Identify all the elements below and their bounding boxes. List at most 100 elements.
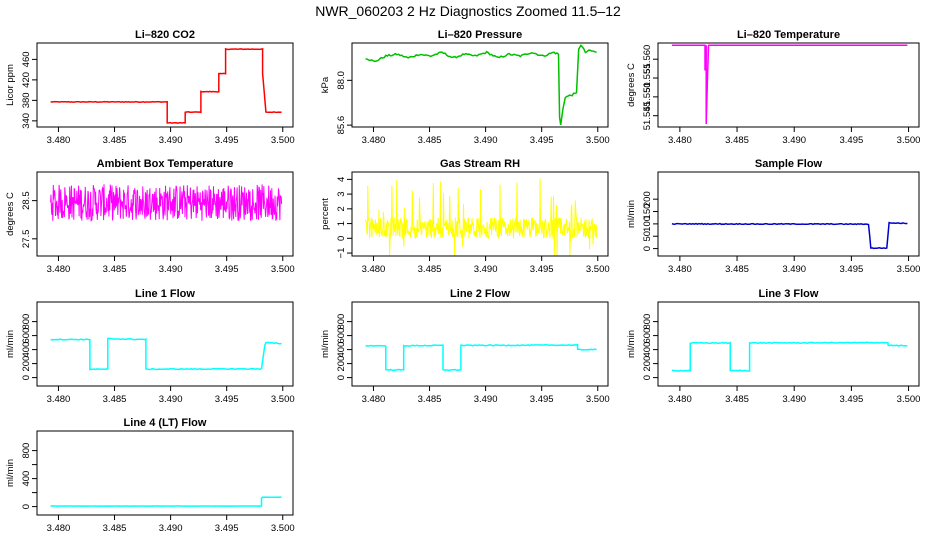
series-line	[671, 44, 908, 125]
x-tick-label: 3.485	[103, 523, 127, 534]
y-tick-label: 200	[336, 356, 347, 372]
x-tick-label: 3.490	[782, 394, 806, 405]
y-tick-label: 200	[21, 356, 32, 372]
y-axis-label: degrees C	[5, 192, 16, 236]
series-line	[671, 221, 908, 250]
y-tick-label: 1	[336, 221, 347, 226]
x-tick-label: 3.490	[782, 135, 806, 146]
panel-4: Ambient Box Temperature 3.480 3.485 3.490 3.…	[5, 158, 295, 275]
panel-title: Li–820 Temperature	[737, 29, 840, 41]
x-tick-label: 3.500	[271, 394, 295, 405]
x-tick-label: 3.490	[474, 264, 498, 275]
y-tick-label: 0	[642, 375, 653, 380]
plot-frame	[351, 301, 609, 387]
x-tick-label: 3.490	[159, 523, 183, 534]
y-axis-label: ml/min	[5, 330, 16, 358]
plot-frame	[351, 171, 609, 257]
series-line	[365, 44, 597, 126]
x-tick-label: 3.490	[474, 394, 498, 405]
x-tick-label: 3.480	[47, 264, 71, 275]
plot-frame	[657, 301, 920, 387]
y-tick-label: 3	[336, 191, 347, 196]
y-tick-label: 800	[642, 314, 653, 330]
x-tick-label: 3.490	[159, 264, 183, 275]
x-tick-label: 3.495	[215, 394, 239, 405]
x-tick-label: 3.485	[103, 394, 127, 405]
x-tick-label: 3.485	[725, 135, 749, 146]
x-tick-label: 3.480	[47, 394, 71, 405]
y-tick-label: 400	[642, 342, 653, 358]
y-tick-label: 400	[21, 342, 32, 358]
x-tick-label: 3.495	[530, 394, 554, 405]
panel-title: Sample Flow	[755, 158, 823, 170]
plot-frame	[351, 42, 609, 128]
x-tick-label: 3.500	[271, 135, 295, 146]
y-tick-label: −1	[336, 248, 347, 259]
x-tick-label: 3.485	[725, 264, 749, 275]
x-tick-label: 3.480	[47, 135, 71, 146]
x-tick-label: 3.500	[897, 264, 921, 275]
y-tick-label: 4	[336, 177, 347, 182]
x-tick-label: 3.485	[418, 264, 442, 275]
y-tick-label: 380	[21, 92, 32, 108]
plot-frame	[36, 430, 294, 516]
y-tick-label: 28.5	[21, 191, 32, 210]
x-tick-label: 3.500	[586, 135, 610, 146]
y-axis-label: ml/min	[320, 330, 331, 358]
y-axis-label: degrees C	[626, 63, 637, 107]
x-tick-label: 3.495	[215, 264, 239, 275]
panel-title: Li–820 Pressure	[438, 29, 522, 41]
y-tick-label: 50	[642, 231, 653, 242]
x-tick-label: 3.485	[418, 394, 442, 405]
y-tick-label: 800	[21, 314, 32, 330]
x-tick-label: 3.495	[215, 135, 239, 146]
x-tick-label: 3.490	[159, 394, 183, 405]
series-line	[50, 184, 283, 222]
x-tick-label: 3.480	[362, 135, 386, 146]
y-tick-label: 150	[642, 204, 653, 220]
series-line	[50, 47, 282, 124]
panel-title: Line 2 Flow	[450, 288, 510, 300]
series-line	[50, 337, 282, 371]
series-line	[365, 343, 597, 372]
x-tick-label: 3.485	[418, 135, 442, 146]
panel-3: Li–820 Temperature 3.480 3.485 3.490 3.495 3.…	[626, 29, 920, 146]
panel-7: Line 1 Flow 3.480 3.485 3.490 3.495 3.500 0 200…	[5, 288, 295, 405]
panel-title: Line 4 (LT) Flow	[124, 417, 207, 429]
y-tick-label: 340	[21, 113, 32, 129]
y-tick-label: 88.0	[336, 71, 347, 90]
x-tick-label: 3.495	[839, 264, 863, 275]
x-tick-label: 3.480	[362, 264, 386, 275]
x-tick-label: 3.495	[215, 523, 239, 534]
x-tick-label: 3.485	[725, 394, 749, 405]
y-tick-label: 85.6	[336, 116, 347, 135]
x-tick-label: 3.485	[103, 264, 127, 275]
panel-title: Li–820 CO2	[135, 29, 195, 41]
panel-title: Ambient Box Temperature	[97, 158, 234, 170]
panel-2: Li–820 Pressure 3.480 3.485 3.490 3.495 3.500…	[320, 29, 610, 146]
x-tick-label: 3.490	[474, 135, 498, 146]
x-tick-label: 3.495	[530, 264, 554, 275]
y-tick-label: 0	[21, 504, 32, 509]
x-tick-label: 3.490	[782, 264, 806, 275]
panel-title: Line 1 Flow	[135, 288, 195, 300]
x-tick-label: 3.500	[586, 264, 610, 275]
figure-title: NWR_060203 2 Hz Diagnostics Zoomed 11.5–…	[315, 3, 621, 19]
y-tick-label: 100	[642, 216, 653, 232]
plot-frame	[657, 42, 920, 128]
y-tick-label: 0	[336, 375, 347, 380]
panel-9: Line 3 Flow 3.480 3.485 3.490 3.495 3.500 0 200…	[626, 288, 920, 405]
x-tick-label: 3.490	[159, 135, 183, 146]
y-tick-label: 200	[642, 356, 653, 372]
y-tick-label: 51.550	[642, 82, 653, 111]
y-tick-label: 460	[21, 51, 32, 67]
panel-10: Line 4 (LT) Flow 3.480 3.485 3.490 3.495 3.50…	[5, 417, 295, 534]
x-tick-label: 3.500	[271, 264, 295, 275]
series-line	[671, 341, 908, 372]
panel-title: Gas Stream RH	[440, 158, 520, 170]
y-tick-label: 51.560	[642, 45, 653, 74]
y-tick-label: 600	[642, 328, 653, 344]
x-tick-label: 3.495	[530, 135, 554, 146]
